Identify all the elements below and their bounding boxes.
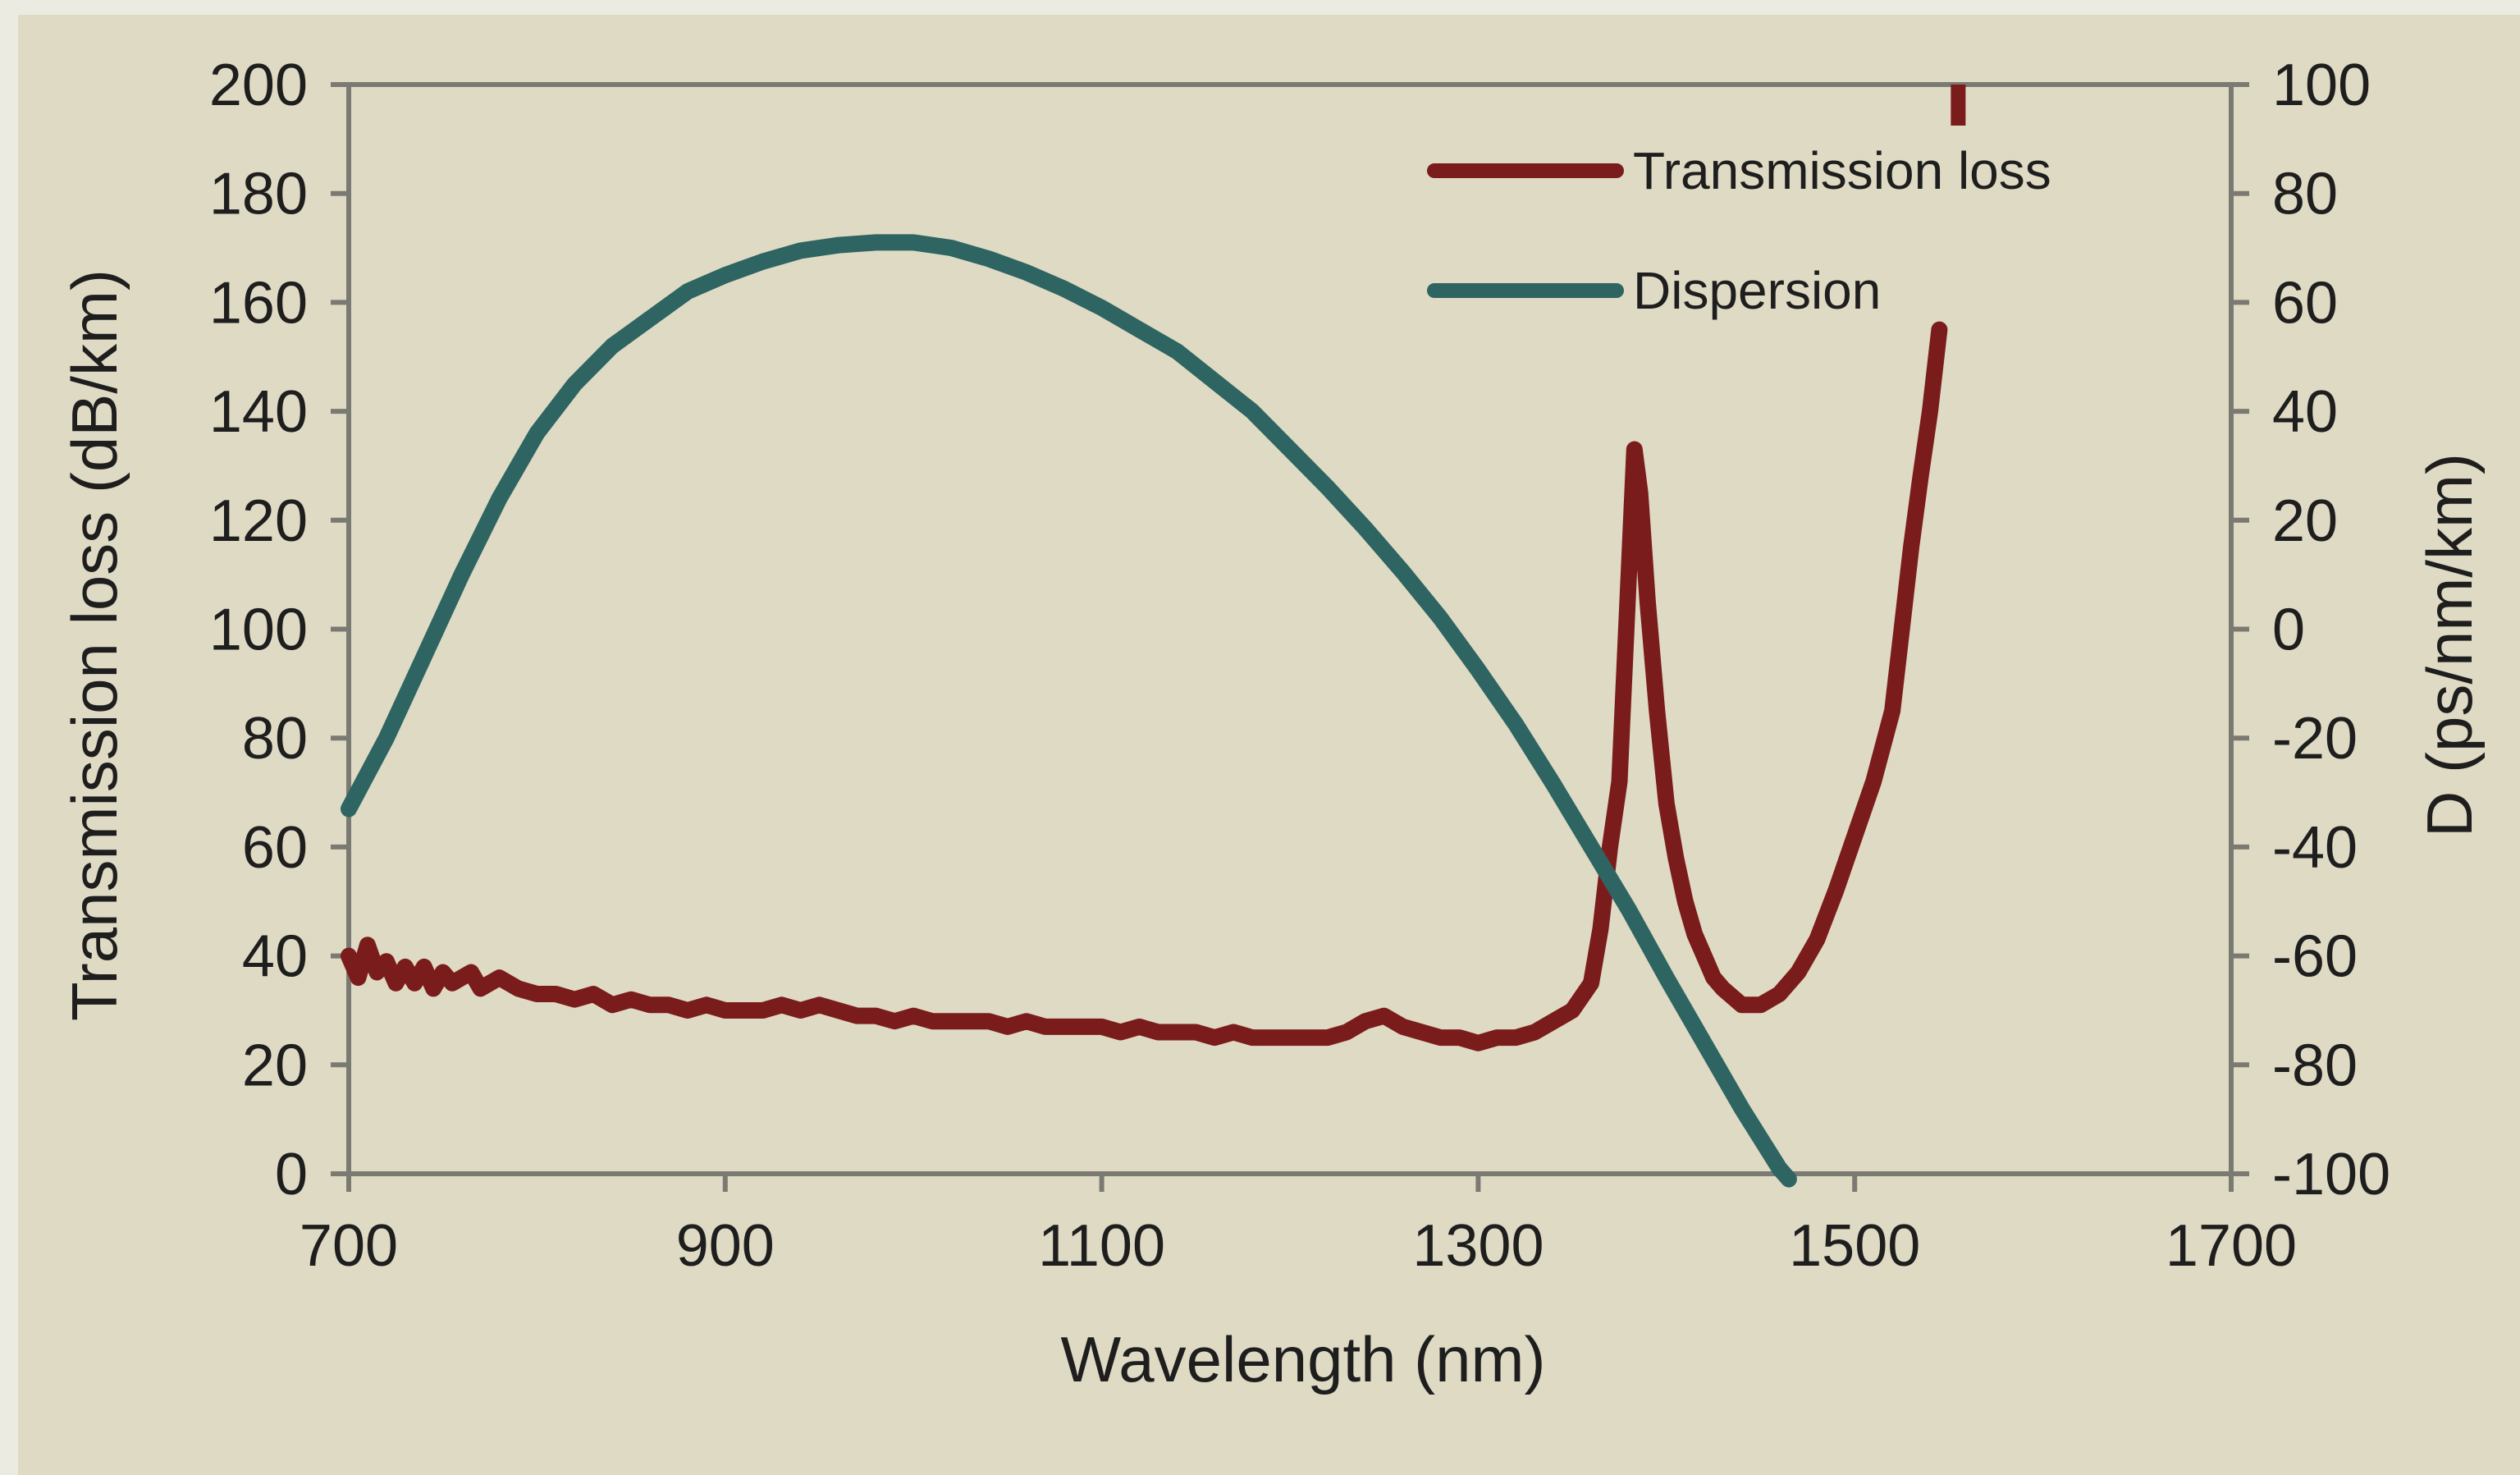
y-tick-label: 160 — [209, 270, 308, 336]
y-tick-label: 180 — [209, 162, 308, 227]
y2-tick-label: -60 — [2272, 924, 2358, 990]
y-axis-title-left: Transmission loss (dB/km) — [58, 269, 130, 1021]
y-tick-label: 200 — [209, 53, 308, 118]
y2-tick-label: 0 — [2272, 598, 2305, 663]
chart-panel: 700 900 1100 1300 1500 1700 0 20 40 60 80 100 120 14… — [18, 15, 2520, 1475]
x-axis: 700 900 1100 1300 1500 1700 — [300, 1174, 2297, 1279]
y2-tick-label: -40 — [2272, 815, 2358, 881]
y-tick-label: 100 — [209, 598, 308, 663]
y-axis-left: 0 20 40 60 80 100 120 140 160 180 200 — [209, 53, 349, 1207]
y2-tick-label: -80 — [2272, 1033, 2358, 1098]
y-axis-right: -100 -80 -60 -40 -20 0 20 40 60 80 100 — [2231, 53, 2390, 1207]
series-layer — [341, 85, 1966, 1188]
y-axis-title-right: D (ps/nm/km) — [2413, 453, 2486, 837]
y2-tick-label: -20 — [2272, 706, 2358, 772]
transmission-loss-offscale-mark — [1951, 85, 1966, 126]
y2-tick-label: 80 — [2272, 162, 2338, 227]
y-tick-label: 40 — [242, 924, 308, 990]
legend-label-dispersion: Dispersion — [1633, 261, 1881, 320]
y2-tick-label: 60 — [2272, 270, 2338, 336]
y2-tick-label: 20 — [2272, 488, 2338, 554]
y-tick-label: 60 — [242, 815, 308, 881]
y-tick-label: 120 — [209, 488, 308, 554]
y-tick-label: 80 — [242, 706, 308, 772]
series-line-dispersion — [341, 234, 1797, 1188]
y2-tick-label: -100 — [2272, 1142, 2390, 1207]
plot-border — [346, 82, 2234, 1176]
y-tick-label: 140 — [209, 379, 308, 445]
legend-label-transmission-loss: Transmission loss — [1633, 141, 2051, 200]
x-tick-label: 1500 — [1789, 1213, 1920, 1279]
x-tick-label: 1100 — [1038, 1213, 1165, 1279]
y-tick-label: 20 — [242, 1033, 308, 1098]
x-tick-label: 900 — [676, 1213, 775, 1279]
legend: Transmission loss Dispersion — [1427, 141, 2051, 320]
y2-tick-label: 100 — [2272, 53, 2371, 118]
x-axis-title: Wavelength (nm) — [1061, 1323, 1546, 1395]
y-tick-label: 0 — [275, 1142, 308, 1207]
chart-canvas: 700 900 1100 1300 1500 1700 0 20 40 60 80 100 120 14… — [58, 53, 2486, 1395]
y2-tick-label: 40 — [2272, 379, 2338, 445]
plot-area — [346, 82, 2234, 1176]
x-tick-label: 1300 — [1412, 1213, 1544, 1279]
x-tick-label: 700 — [300, 1213, 398, 1279]
series-line-transmission-loss — [341, 321, 1948, 1051]
x-tick-label: 1700 — [2166, 1213, 2297, 1279]
